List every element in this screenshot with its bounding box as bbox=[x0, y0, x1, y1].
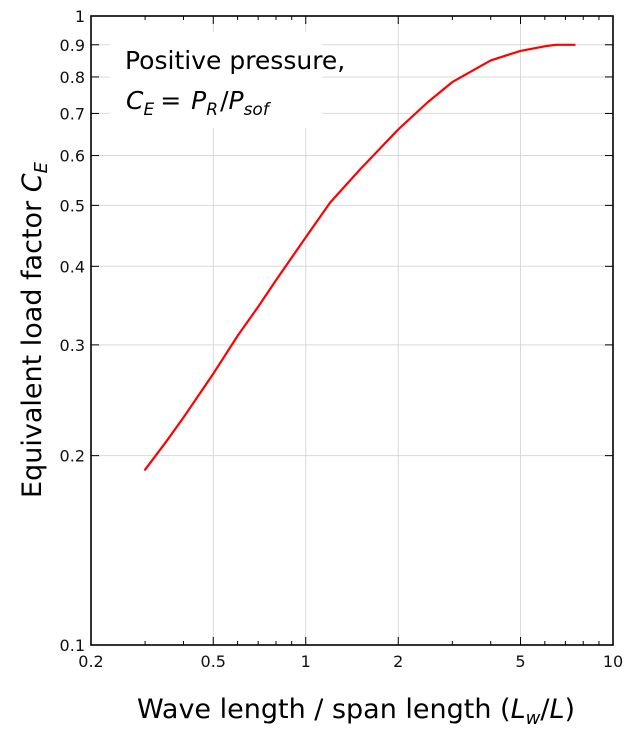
x-axis-label: Wave length / span length (Lw/L) bbox=[137, 694, 575, 729]
y-tick-label: 0.2 bbox=[60, 447, 85, 466]
y-tick-label: 0.9 bbox=[60, 36, 85, 55]
y-axis-label: Equivalent load factor CE bbox=[17, 161, 52, 498]
y-tick-label: 0.4 bbox=[60, 257, 85, 276]
y-tick-label: 1 bbox=[75, 7, 85, 26]
x-tick-label: 10 bbox=[603, 652, 623, 671]
plot-frame bbox=[90, 15, 614, 646]
y-tick-label: 0.7 bbox=[60, 104, 85, 123]
x-tick-label: 0.2 bbox=[78, 652, 103, 671]
y-tick-label: 0.3 bbox=[60, 336, 85, 355]
y-tick-label: 0.1 bbox=[60, 636, 85, 655]
x-tick-label: 1 bbox=[301, 652, 311, 671]
x-tick-label: 5 bbox=[515, 652, 525, 671]
y-tick-label: 0.6 bbox=[60, 147, 85, 166]
series-line bbox=[144, 43, 576, 471]
axis-ticks bbox=[90, 15, 614, 646]
x-tick-label: 0.5 bbox=[201, 652, 226, 671]
y-tick-label: 0.5 bbox=[60, 196, 85, 215]
y-tick-label: 0.8 bbox=[60, 68, 85, 87]
annotation-background bbox=[110, 32, 322, 128]
data-series bbox=[144, 43, 576, 471]
tick-labels: 0.2 0.5 1 2 5 100.10.20.30.40.50.60.70.80.91 bbox=[60, 7, 624, 671]
x-tick-label: 2 bbox=[393, 652, 403, 671]
annotation: Positive pressure, CE = PR/Psof bbox=[110, 32, 345, 128]
annotation-formula: CE = PR/Psof bbox=[126, 86, 272, 120]
annotation-line1: Positive pressure, bbox=[125, 46, 345, 75]
